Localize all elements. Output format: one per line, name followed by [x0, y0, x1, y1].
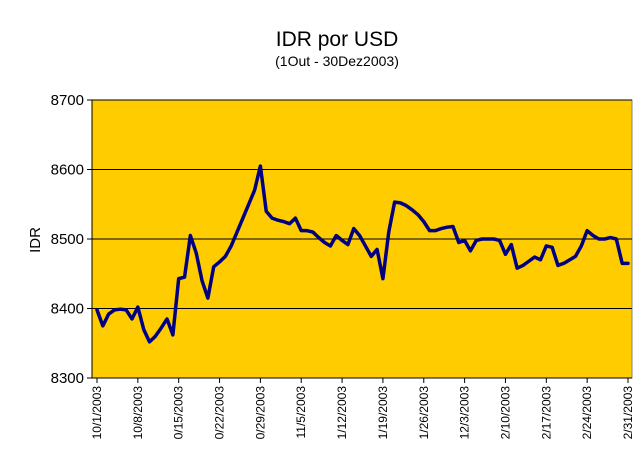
chart-subtitle: (1Out - 30Dez2003) [275, 53, 399, 69]
chart-title: IDR por USD [276, 28, 399, 51]
x-tick-label: 0/22/2003 [213, 386, 227, 440]
data-line [95, 164, 630, 344]
x-tick-label: 2/17/2003 [539, 386, 553, 440]
x-tick-label: 2/10/2003 [498, 386, 512, 440]
x-tick-label: 10/8/2003 [131, 386, 145, 440]
y-tick-label: 8600 [51, 162, 84, 179]
x-tick-label: 1/19/2003 [376, 386, 390, 440]
x-tick-label: 2/24/2003 [580, 386, 594, 440]
y-tick-label: 8500 [51, 231, 84, 248]
x-tick-label: 11/5/2003 [294, 386, 308, 439]
x-tick-label: 0/15/2003 [172, 386, 186, 440]
y-tick-label: 8700 [51, 92, 84, 109]
x-tick-label: 12/3/2003 [458, 386, 472, 440]
y-axis-label: IDR [27, 227, 44, 253]
x-tick-label: 0/29/2003 [253, 386, 267, 440]
y-tick-label: 8400 [51, 301, 84, 318]
x-tick-label: 10/1/2003 [90, 386, 104, 440]
x-tick-label: 1/26/2003 [417, 386, 431, 440]
y-tick-label: 8300 [51, 370, 84, 387]
x-tick-label: 2/31/2003 [621, 386, 635, 440]
x-tick-label: 1/12/2003 [335, 386, 349, 440]
